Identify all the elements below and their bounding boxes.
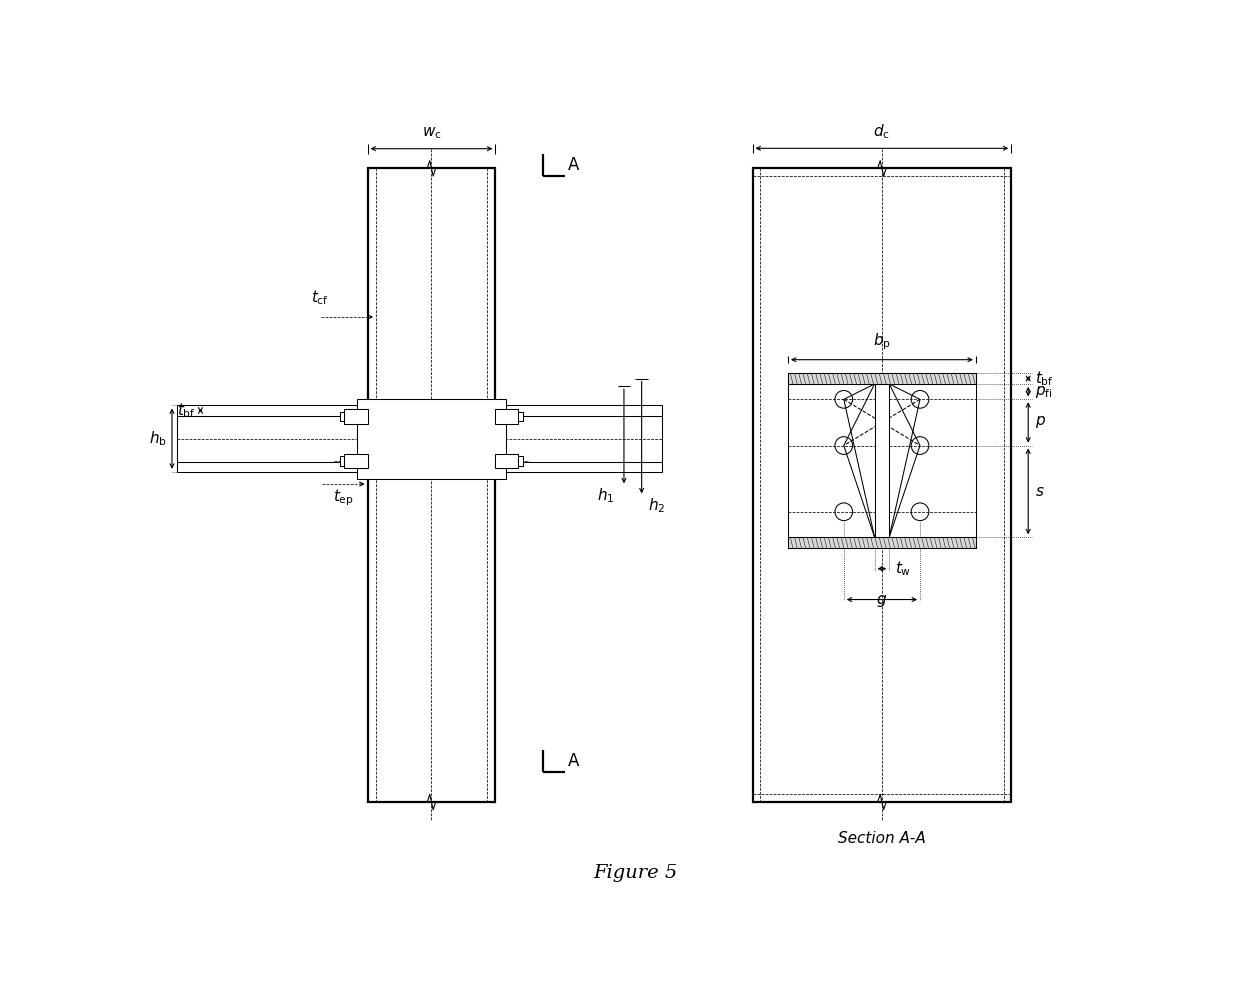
Text: $d_{\rm c}$: $d_{\rm c}$ — [873, 122, 890, 141]
Bar — [787, 373, 976, 384]
Text: $w_{\rm c}$: $w_{\rm c}$ — [422, 125, 441, 141]
Bar — [495, 453, 518, 468]
Bar — [787, 373, 976, 548]
Text: A: A — [568, 156, 579, 174]
Text: $h_1$: $h_1$ — [598, 486, 615, 505]
Bar — [753, 169, 1012, 802]
Text: $t_{\rm cf}$: $t_{\rm cf}$ — [311, 288, 329, 308]
Bar — [518, 412, 523, 421]
Bar — [367, 169, 495, 802]
Bar — [518, 456, 523, 465]
Bar — [787, 537, 976, 548]
Bar — [340, 456, 345, 465]
Text: $h_2$: $h_2$ — [647, 496, 665, 515]
Bar — [345, 409, 367, 423]
Text: Figure 5: Figure 5 — [594, 863, 677, 881]
Text: A: A — [568, 752, 579, 770]
Text: $t_{\rm w}$: $t_{\rm w}$ — [894, 560, 911, 578]
Bar — [874, 384, 889, 537]
Text: $s$: $s$ — [1035, 483, 1045, 498]
Text: $t_{\rm bf}$: $t_{\rm bf}$ — [177, 401, 196, 420]
Text: $t_{\rm bf}$: $t_{\rm bf}$ — [1035, 369, 1054, 388]
Text: $g$: $g$ — [877, 593, 888, 609]
Bar — [340, 412, 345, 421]
Bar — [357, 399, 506, 478]
Text: Section A-A: Section A-A — [838, 831, 926, 846]
Text: $p_{\rm fi}$: $p_{\rm fi}$ — [1035, 384, 1053, 400]
Text: $b_{\rm p}$: $b_{\rm p}$ — [873, 332, 890, 353]
Text: $p$: $p$ — [1035, 414, 1047, 430]
Bar — [495, 409, 518, 423]
Text: $h_{\rm b}$: $h_{\rm b}$ — [150, 429, 167, 448]
Bar — [345, 453, 367, 468]
Text: $t_{\rm ep}$: $t_{\rm ep}$ — [332, 487, 353, 509]
